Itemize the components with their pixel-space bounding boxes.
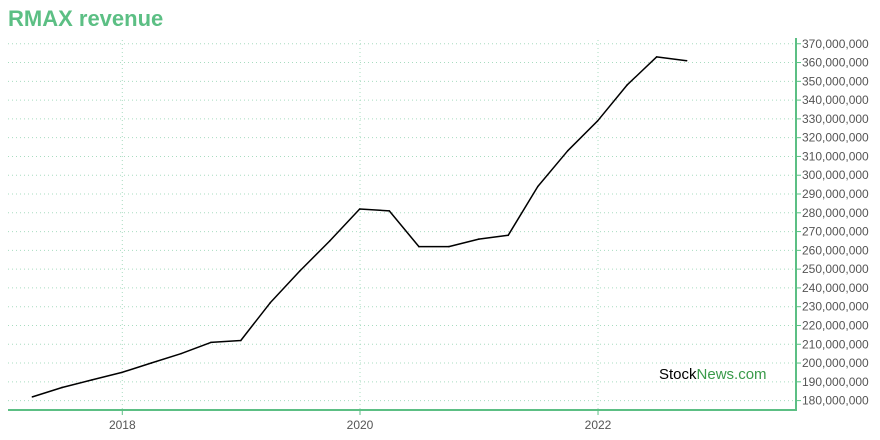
y-tick-label: 310,000,000 [802,149,869,163]
y-tick-label: 240,000,000 [802,281,869,295]
y-tick-label: 340,000,000 [802,93,869,107]
y-tick-label: 300,000,000 [802,168,869,182]
y-tick-label: 360,000,000 [802,56,869,70]
y-axis-ticks: 180,000,000 190,000,000 200,000,000 210,000… [796,37,869,408]
x-axis-ticks: 2018 2020 2022 [109,410,612,432]
data-point [536,185,539,188]
data-point [150,362,153,364]
y-tick-label: 220,000,000 [802,318,869,332]
y-tick-label: 280,000,000 [802,206,869,220]
revenue-series-line [32,56,687,398]
y-tick-label: 190,000,000 [802,375,869,389]
y-tick-label: 250,000,000 [802,262,869,276]
y-tick-label: 180,000,000 [802,394,869,408]
data-point [507,234,509,237]
data-point [566,150,569,152]
y-tick-label: 320,000,000 [802,131,869,145]
data-point [240,339,242,342]
y-tick-label: 260,000,000 [802,243,869,257]
data-point [478,238,480,240]
grid [8,40,796,410]
data-point [31,396,34,398]
watermark: StockNews.com [659,366,767,383]
watermark-news: News.com [697,366,767,383]
data-point [596,119,599,122]
data-point [298,270,301,272]
y-tick-label: 210,000,000 [802,337,869,351]
y-tick-label: 270,000,000 [802,225,869,239]
data-point [91,379,93,381]
data-point [448,245,450,248]
data-point [121,371,123,374]
axes [8,38,797,411]
data-point [180,352,182,355]
data-point [61,386,63,389]
chart-title: RMAX revenue [8,6,164,31]
data-point [328,240,331,242]
data-point [210,341,212,344]
watermark-stock: Stock [659,366,697,383]
y-tick-label: 230,000,000 [802,300,869,314]
data-point [269,302,271,304]
data-point [685,59,688,62]
series-lines [31,56,688,398]
data-point [418,245,420,248]
y-tick-label: 200,000,000 [802,356,869,370]
data-point [655,56,658,58]
y-tick-label: 290,000,000 [802,187,869,201]
y-tick-label: 350,000,000 [802,74,869,88]
y-tick-label: 330,000,000 [802,112,869,126]
data-point [626,84,628,86]
x-tick-label: 2018 [109,418,136,432]
y-tick-label: 370,000,000 [802,37,869,51]
x-tick-label: 2020 [347,418,374,432]
data-point [388,210,391,212]
data-point [358,208,361,210]
x-tick-label: 2022 [585,418,612,432]
